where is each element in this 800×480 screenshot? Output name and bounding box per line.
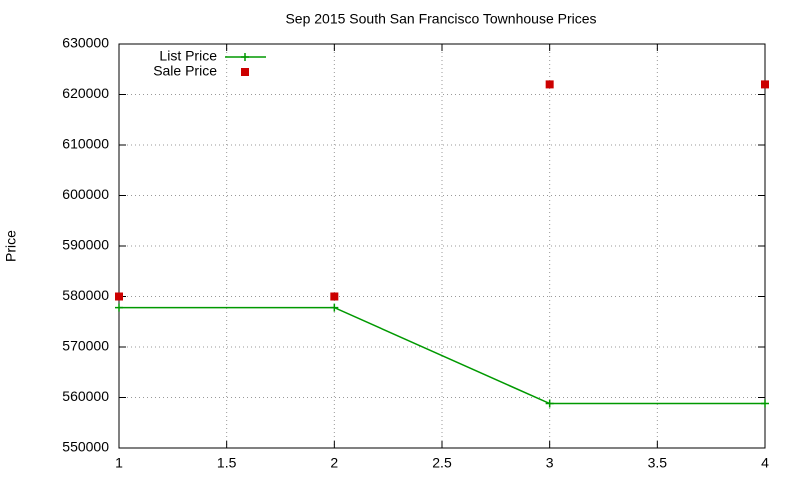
y-axis-label: Price [3, 230, 19, 262]
y-tick-label: 590000 [62, 237, 109, 253]
x-tick-label: 2 [330, 455, 338, 471]
x-tick-label: 2.5 [432, 455, 452, 471]
legend-marker [241, 68, 249, 76]
x-tick-label: 1.5 [217, 455, 237, 471]
y-tick-label: 600000 [62, 186, 109, 202]
legend-label: Sale Price [153, 63, 217, 79]
data-point [330, 303, 339, 312]
y-tick-label: 630000 [62, 35, 109, 51]
x-tick-label: 1 [115, 455, 123, 471]
plot-border [118, 43, 766, 449]
chart-title: Sep 2015 South San Francisco Townhouse P… [285, 11, 596, 27]
x-tick-label: 3 [546, 455, 554, 471]
legend-marker [241, 53, 249, 61]
y-tick-label: 570000 [62, 338, 109, 354]
data-point [761, 80, 769, 89]
y-tick-label: 550000 [62, 439, 109, 455]
y-tick-label: 560000 [62, 388, 109, 404]
data-point [115, 303, 123, 312]
data-point [545, 80, 554, 89]
y-tick-label: 580000 [62, 287, 109, 303]
data-point [761, 399, 769, 408]
x-tick-label: 3.5 [648, 455, 668, 471]
legend-label: List Price [159, 48, 217, 64]
data-point [330, 292, 339, 301]
data-point [545, 399, 554, 408]
x-tick-label: 4 [761, 455, 769, 471]
y-tick-label: 610000 [62, 136, 109, 152]
series-line [119, 306, 765, 405]
y-tick-label: 620000 [62, 85, 109, 101]
data-point [115, 292, 123, 301]
